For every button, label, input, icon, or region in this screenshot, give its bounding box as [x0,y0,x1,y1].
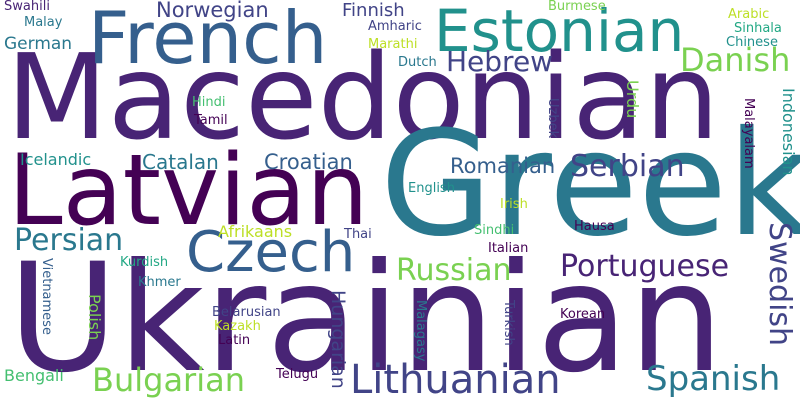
word-uzbek: Uzbek [545,98,560,139]
word-khmer: Khmer [138,275,181,290]
word-macedonian: Macedonian [6,28,720,166]
word-irish: Irish [500,197,528,212]
word-indonesian: Indonesian [779,88,798,176]
word-french: French [88,0,328,80]
word-norwegian: Norwegian [156,0,269,22]
word-swedish: Swedish [762,222,797,347]
word-swahili: Swahili [4,0,50,14]
word-german: German [4,34,73,54]
word-romanian: Romanian [450,154,556,178]
word-hebrew: Hebrew [446,45,554,78]
word-lithuanian: Lithuanian [350,357,561,400]
word-hausa: Hausa [574,219,615,234]
word-malagasy: Malagasy [413,300,428,362]
word-sinhala: Sinhala [734,21,782,36]
word-serbian: Serbian [570,149,685,184]
word-kazakh: Kazakh [214,319,261,334]
word-czech: Czech [186,220,356,285]
word-ukrainian: Ukrainian [8,232,724,400]
word-malay: Malay [24,15,63,30]
word-vietnamese: Vietnamese [39,258,54,335]
word-korean: Korean [560,307,606,322]
word-icelandic: Icelandic [20,150,92,169]
word-urdu: Urdu [623,80,642,119]
word-estonian: Estonian [434,0,685,65]
word-italian: Italian [488,241,529,256]
word-finnish: Finnish [342,0,405,21]
word-kurdish: Kurdish [120,255,169,270]
word-latvian: Latvian [8,134,369,248]
word-persian: Persian [14,223,124,258]
word-telugu: Telugu [276,367,319,382]
word-english: English [408,181,455,196]
word-spanish: Spanish [646,359,781,399]
word-hungarian: Hungarian [327,290,349,389]
word-portuguese: Portuguese [560,249,730,284]
word-bulgarian: Bulgarian [92,361,245,399]
word-danish: Danish [680,41,791,79]
word-burmese: Burmese [548,0,606,14]
word-hindi: Hindi [192,95,226,110]
word-amharic: Amharic [368,19,422,34]
word-marathi: Marathi [368,37,418,52]
word-malayalam: Malayalam [741,98,756,169]
word-belarusian: Belarusian [212,305,281,320]
word-tamil: Tamil [194,113,228,128]
word-chinese: Chinese [726,35,778,50]
word-afrikaans: Afrikaans [218,222,293,241]
word-thai: Thai [344,227,372,242]
word-polish: Polish [85,294,104,341]
word-russian: Russian [396,253,512,288]
word-croatian: Croatian [264,150,353,174]
word-dutch: Dutch [398,55,437,70]
word-arabic: Arabic [728,7,770,22]
word-turkish: Turkish [501,300,516,346]
word-greek: Greek [380,100,800,269]
word-sindhi: Sindhi [474,223,515,238]
word-bengali: Bengali [4,366,64,385]
word-catalan: Catalan [142,150,219,174]
word-latin: Latin [218,333,251,348]
